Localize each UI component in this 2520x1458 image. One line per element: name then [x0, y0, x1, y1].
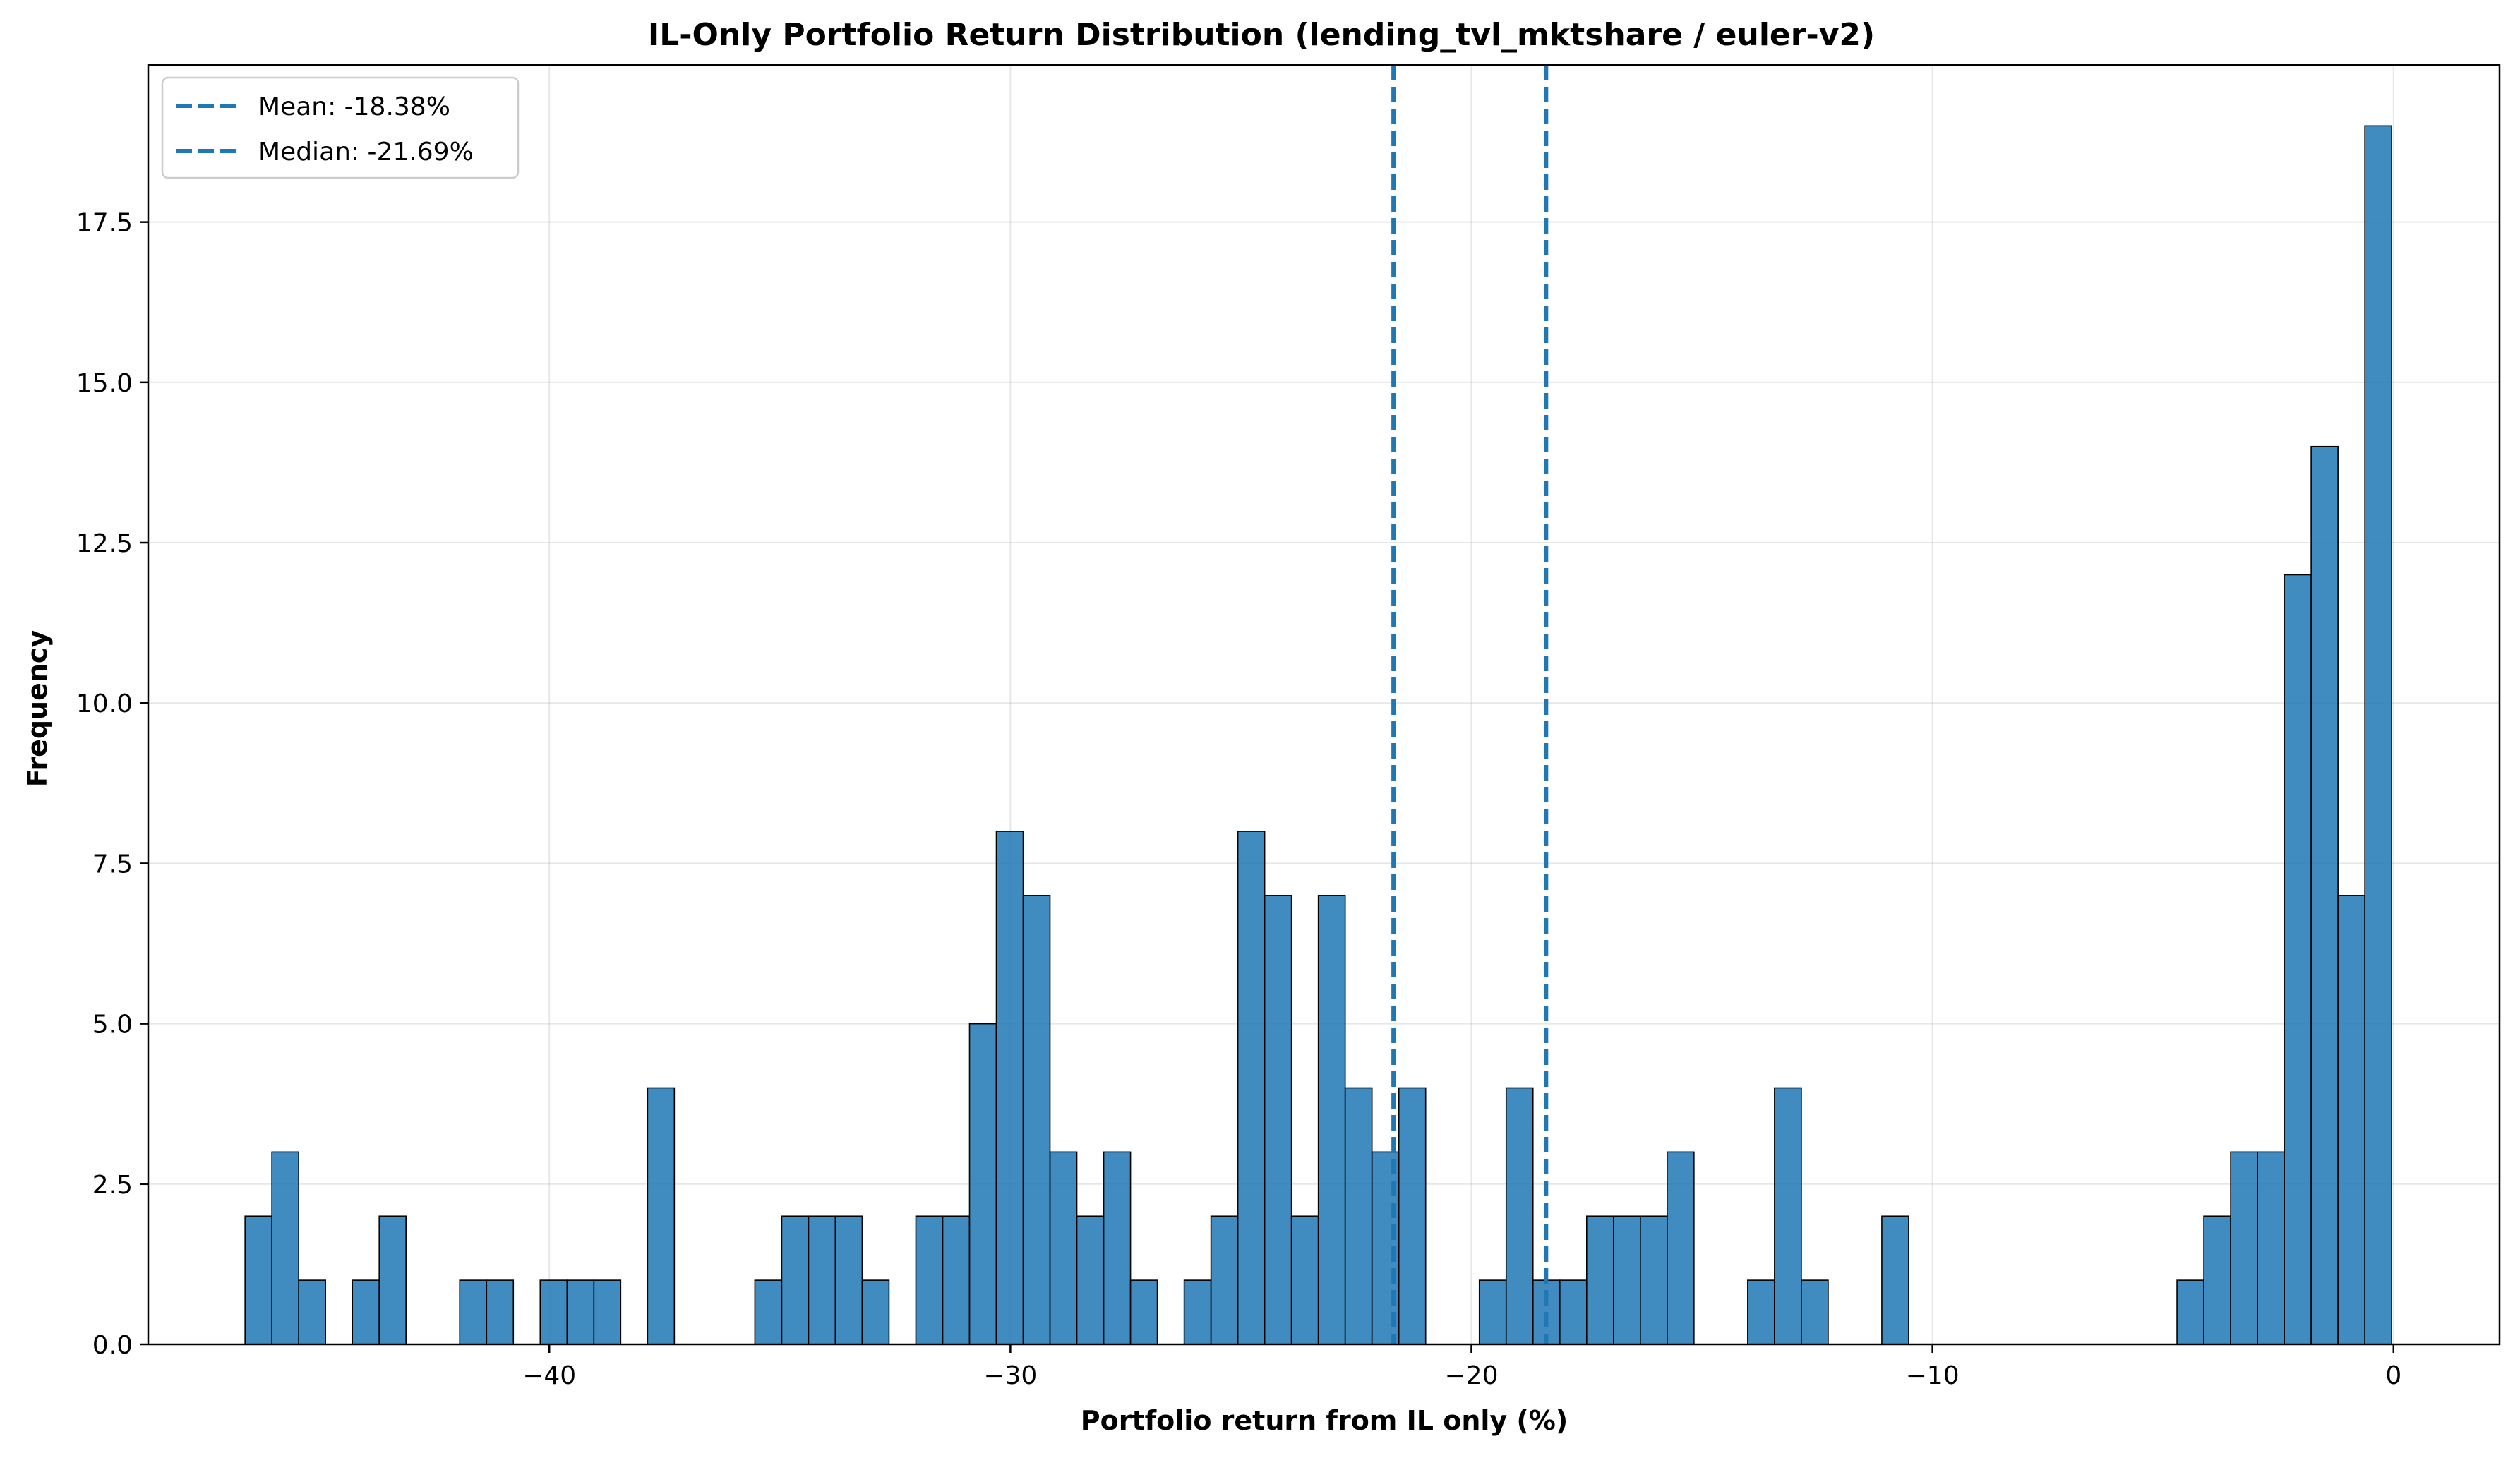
histogram-bar — [1049, 1151, 1078, 1345]
histogram-bar — [968, 1023, 997, 1345]
histogram-bar — [2337, 895, 2365, 1345]
y-tick-label: 10.0 — [76, 689, 133, 718]
histogram-bar — [2364, 125, 2392, 1345]
histogram-bar — [1505, 1087, 1534, 1345]
x-tick-label: 0 — [2385, 1361, 2401, 1390]
histogram-bar — [915, 1215, 944, 1345]
histogram-bar — [1640, 1215, 1668, 1345]
histogram-bar — [1237, 831, 1266, 1345]
histogram-bar — [2310, 445, 2339, 1345]
x-axis-label: Portfolio return from IL only (%) — [1081, 1405, 1568, 1436]
histogram-bar — [1103, 1151, 1132, 1345]
x-axis-ticks: −40 −30 −20 −10 0 — [522, 1344, 2401, 1390]
y-axis-label: Frequency — [22, 630, 53, 788]
histogram-bar — [861, 1279, 890, 1345]
histogram-bar — [1290, 1215, 1319, 1345]
histogram-bar — [1076, 1215, 1105, 1345]
histogram-bar — [647, 1087, 676, 1345]
histogram-bar — [1585, 1215, 1614, 1345]
histogram-bar — [566, 1279, 595, 1345]
histogram-bar — [808, 1215, 836, 1345]
histogram-bar — [2230, 1151, 2258, 1345]
histogram-bar — [593, 1279, 622, 1345]
histogram-bar — [2284, 574, 2312, 1345]
histogram-bar — [1264, 895, 1292, 1345]
histogram-bar — [1774, 1087, 1802, 1345]
histogram-bar — [2257, 1151, 2285, 1345]
y-tick-label: 17.5 — [76, 209, 133, 238]
histogram-bar — [2176, 1279, 2204, 1345]
histogram-bar — [1667, 1151, 1695, 1345]
y-tick-label: 7.5 — [92, 850, 133, 879]
histogram-bar — [244, 1215, 272, 1345]
y-tick-label: 12.5 — [76, 529, 133, 558]
x-tick-label: −40 — [522, 1361, 576, 1390]
histogram-bar — [352, 1279, 380, 1345]
histogram-bar — [754, 1279, 783, 1345]
histogram-bar — [1613, 1215, 1641, 1345]
histogram-bar — [1398, 1087, 1427, 1345]
histogram-bar — [298, 1279, 326, 1345]
chart-title: IL-Only Portfolio Return Distribution (l… — [648, 17, 1875, 53]
plot-area-frame — [147, 64, 2501, 1346]
histogram-bar — [1210, 1215, 1239, 1345]
y-tick-label: 0.0 — [92, 1331, 133, 1360]
histogram-bar — [834, 1215, 863, 1345]
x-tick-label: −30 — [983, 1361, 1037, 1390]
legend-label-median: Median: -21.69% — [258, 138, 474, 167]
histogram-bar — [995, 831, 1024, 1345]
reference-lines — [1391, 65, 1549, 1344]
histogram-bar — [1022, 895, 1051, 1345]
histogram-bar — [459, 1279, 488, 1345]
histogram-bar — [378, 1215, 407, 1345]
histogram-bar — [271, 1151, 299, 1345]
legend-box — [161, 76, 520, 179]
y-tick-label: 15.0 — [76, 369, 133, 398]
histogram-bar — [539, 1279, 568, 1345]
histogram-bar — [1559, 1279, 1588, 1345]
histogram-bar — [1344, 1087, 1373, 1345]
y-tick-label: 5.0 — [92, 1011, 133, 1040]
histogram-bar — [2203, 1215, 2231, 1345]
histogram-bar — [1183, 1279, 1212, 1345]
histogram-bar — [1801, 1279, 1829, 1345]
histogram-bar — [1129, 1279, 1158, 1345]
histogram-bar — [781, 1215, 810, 1345]
legend-label-mean: Mean: -18.38% — [258, 92, 450, 121]
legend: Mean: -18.38% Median: -21.69% — [161, 76, 520, 179]
histogram-bar — [1478, 1279, 1507, 1345]
histogram-bars — [244, 125, 2392, 1345]
histogram-bar — [1317, 895, 1346, 1345]
histogram-bar — [1881, 1215, 1909, 1345]
x-tick-label: −20 — [1445, 1361, 1499, 1390]
histogram-bar — [1747, 1279, 1775, 1345]
x-tick-label: −10 — [1906, 1361, 1960, 1390]
histogram-bar — [486, 1279, 515, 1345]
y-tick-label: 2.5 — [92, 1171, 133, 1200]
y-axis-ticks: 0.0 2.5 5.0 7.5 10.0 12.5 15.0 17.5 — [76, 209, 148, 1360]
histogram-bar — [942, 1215, 971, 1345]
